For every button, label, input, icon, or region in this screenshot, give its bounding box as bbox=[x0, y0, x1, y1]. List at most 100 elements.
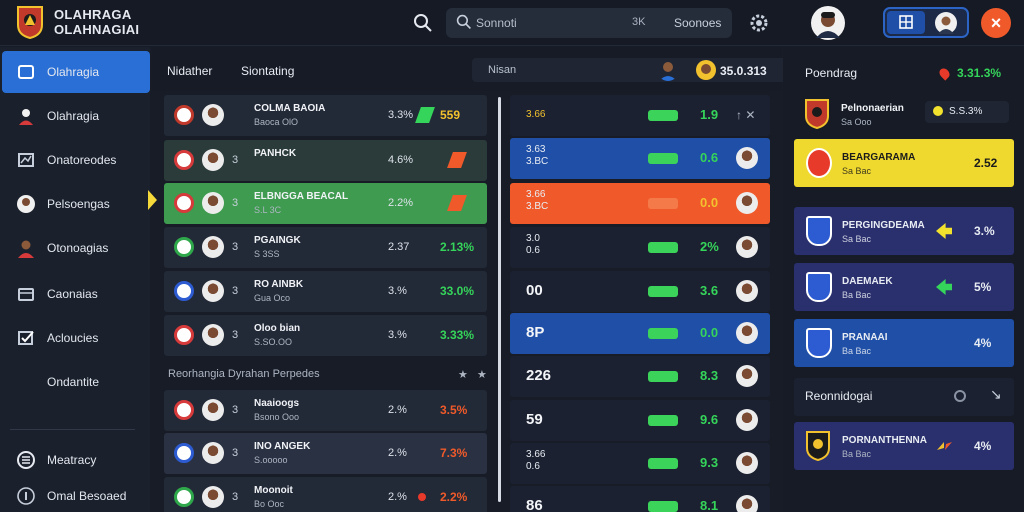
search-input[interactable]: Sonnoti 3K Soonoes bbox=[446, 8, 732, 38]
profile-view-button[interactable] bbox=[935, 12, 957, 34]
grid-view-button[interactable] bbox=[887, 11, 925, 34]
top-bar: OLAHRAGA OLAHNAGIAI Sonnoti 3K Soonoes bbox=[0, 0, 1024, 46]
table-row[interactable]: 3 Oloo bian S.SO.OO 3.% 3.33% bbox=[164, 315, 487, 356]
match-score: 8.3 bbox=[700, 368, 719, 383]
close-button[interactable]: × bbox=[981, 8, 1011, 38]
table-row[interactable]: 3 PGAINGK S 3SS 2.37 2.13% bbox=[164, 227, 487, 268]
match-row[interactable]: 00 3.6 bbox=[510, 271, 770, 312]
team-card[interactable]: PRANAAI Ba Bac 4% bbox=[794, 319, 1014, 367]
search-icon[interactable] bbox=[413, 13, 433, 33]
collapse-arrow-icon[interactable] bbox=[148, 190, 157, 210]
header-stat: 35.0.313 bbox=[720, 64, 767, 78]
gear-icon[interactable] bbox=[748, 12, 770, 34]
match-line-2: 3.BC bbox=[526, 201, 549, 212]
team-stat-pill[interactable]: S.S.3% bbox=[925, 101, 1009, 123]
sidebar-item-stats[interactable]: Onatoreodes bbox=[2, 139, 150, 181]
team-badge-icon bbox=[174, 193, 194, 213]
sidebar-item-meatracy[interactable]: Meatracy bbox=[2, 439, 150, 481]
recommend-name: PORNANTHENNA bbox=[842, 435, 927, 446]
row-rank: 3 bbox=[232, 241, 239, 253]
team-card[interactable]: BEARGARAMA Sa Bac 2.52 bbox=[794, 139, 1014, 187]
table-row[interactable]: 3 Moonoit Bo Ooc 2.% 2.2% bbox=[164, 477, 487, 512]
pin-icon[interactable]: ↑ ✕ bbox=[736, 108, 756, 122]
status-dot-icon bbox=[933, 106, 943, 116]
sidebar-item-activities[interactable]: Acloucies bbox=[2, 317, 150, 359]
star-icon[interactable]: ★ bbox=[458, 369, 468, 381]
table-row[interactable]: 3 Naaioogs Bsono Ooo 2.% 3.5% bbox=[164, 390, 487, 431]
player-avatar-icon bbox=[202, 280, 224, 302]
table-row[interactable]: COLMA BAOIA Baoca OlO 3.3% 559 bbox=[164, 95, 487, 136]
star-outline-icon[interactable]: ★ bbox=[477, 369, 487, 381]
sidebar-item-players[interactable]: Pelsoengas bbox=[2, 183, 150, 225]
view-toggle-group bbox=[883, 7, 969, 38]
sidebar: Olahragia Olahragia Onatoreodes Pelsoeng… bbox=[0, 47, 150, 512]
player-avatar-icon[interactable] bbox=[657, 59, 679, 81]
user-icon bbox=[18, 240, 34, 258]
odds-chip[interactable] bbox=[648, 242, 678, 253]
match-line-2: 0.6 bbox=[526, 461, 540, 472]
odds-chip[interactable] bbox=[648, 328, 678, 339]
match-row[interactable]: 226 8.3 bbox=[510, 356, 770, 397]
table-row[interactable]: 3 INO ANGEK S.ooooo 2.% 7.3% bbox=[164, 433, 487, 474]
odds-chip[interactable] bbox=[648, 153, 678, 164]
row-value: 2.2% bbox=[440, 490, 468, 504]
sidebar-item-home[interactable]: Olahragia bbox=[2, 51, 150, 93]
recommend-value: 4% bbox=[974, 439, 992, 453]
coach-avatar-icon[interactable] bbox=[695, 59, 717, 81]
expand-icon[interactable]: ↘ bbox=[990, 386, 1002, 402]
match-row[interactable]: 3.66 0.6 9.3 bbox=[510, 443, 770, 484]
tab-nidather[interactable]: Nidather bbox=[167, 64, 213, 78]
table-row[interactable]: 3 PANHCK 4.6% bbox=[164, 140, 487, 181]
section-title: Reorhangia Dyrahan Perpedes bbox=[168, 368, 320, 380]
odds-chip[interactable] bbox=[648, 415, 678, 426]
row-value: 3.5% bbox=[440, 403, 468, 417]
check-icon bbox=[18, 331, 34, 345]
search-field-icon bbox=[456, 14, 471, 29]
sidebar-item-email[interactable]: Omal Besoaed bbox=[2, 475, 150, 512]
row-rank: 3 bbox=[232, 491, 239, 503]
sidebar-item-teams[interactable]: Otonoagias bbox=[2, 227, 150, 269]
player-avatar-icon bbox=[202, 236, 224, 258]
match-row[interactable]: 3.0 0.6 2% bbox=[510, 227, 770, 268]
team-card[interactable]: PERGINGDEAMA Sa Bac 3.% bbox=[794, 207, 1014, 255]
search-button[interactable]: Soonoes bbox=[674, 16, 722, 30]
match-row[interactable]: 3.63 3.BC 0.6 bbox=[510, 138, 770, 179]
tab-siontating[interactable]: Siontating bbox=[241, 64, 295, 78]
player-avatar-icon bbox=[202, 442, 224, 464]
match-score: 0.0 bbox=[700, 195, 719, 210]
player-avatar-icon bbox=[202, 192, 224, 214]
odds-chip[interactable] bbox=[648, 501, 678, 512]
player-avatar-icon bbox=[736, 452, 758, 474]
location-pin-icon bbox=[937, 66, 952, 81]
scroll-divider[interactable] bbox=[498, 97, 501, 502]
odds-chip[interactable] bbox=[648, 371, 678, 382]
trend-arrow-icon bbox=[936, 223, 952, 239]
match-row[interactable]: 8P 0.0 bbox=[510, 313, 770, 354]
match-row[interactable]: 59 9.6 bbox=[510, 400, 770, 441]
recommend-header: Reonnidogai ↘ bbox=[794, 378, 1014, 416]
sidebar-item-ondantite[interactable]: Ondantite bbox=[2, 361, 150, 403]
odds-chip[interactable] bbox=[648, 198, 678, 209]
info-circle-icon[interactable] bbox=[954, 390, 966, 402]
sidebar-item-label: Acloucies bbox=[47, 331, 99, 345]
user-avatar[interactable] bbox=[811, 6, 845, 40]
team-card-value: 4% bbox=[974, 336, 992, 350]
sidebar-item-calendar[interactable]: Caonaias bbox=[2, 273, 150, 315]
info-icon bbox=[17, 487, 35, 505]
recommend-card[interactable]: PORNANTHENNA Ba Bac 4% bbox=[794, 422, 1014, 470]
chart-icon bbox=[18, 153, 34, 167]
match-row[interactable]: 86 8.1 bbox=[510, 486, 770, 512]
match-row[interactable]: 3.66 1.9 ↑ ✕ bbox=[510, 95, 770, 136]
odds-chip[interactable] bbox=[648, 458, 678, 469]
right-panel-stat: 3.31.3% bbox=[957, 66, 1002, 80]
team-card[interactable]: DAEMAEK Ba Bac 5% bbox=[794, 263, 1014, 311]
right-panel-title: Poendrag bbox=[805, 66, 858, 80]
match-row[interactable]: 3.66 3.BC 0.0 bbox=[510, 183, 770, 224]
table-row[interactable]: 3 RO AINBK Gua Oco 3.% 33.0% bbox=[164, 271, 487, 312]
odds-chip[interactable] bbox=[648, 110, 678, 121]
sidebar-item-olahragia[interactable]: Olahragia bbox=[2, 95, 150, 137]
odds-chip[interactable] bbox=[648, 286, 678, 297]
table-row[interactable]: 3 ELBNGGA BEACAL S.L 3C 2.2% bbox=[164, 183, 487, 224]
filter-pill[interactable]: Nisan bbox=[472, 58, 786, 82]
club-logo-icon[interactable] bbox=[16, 5, 44, 39]
